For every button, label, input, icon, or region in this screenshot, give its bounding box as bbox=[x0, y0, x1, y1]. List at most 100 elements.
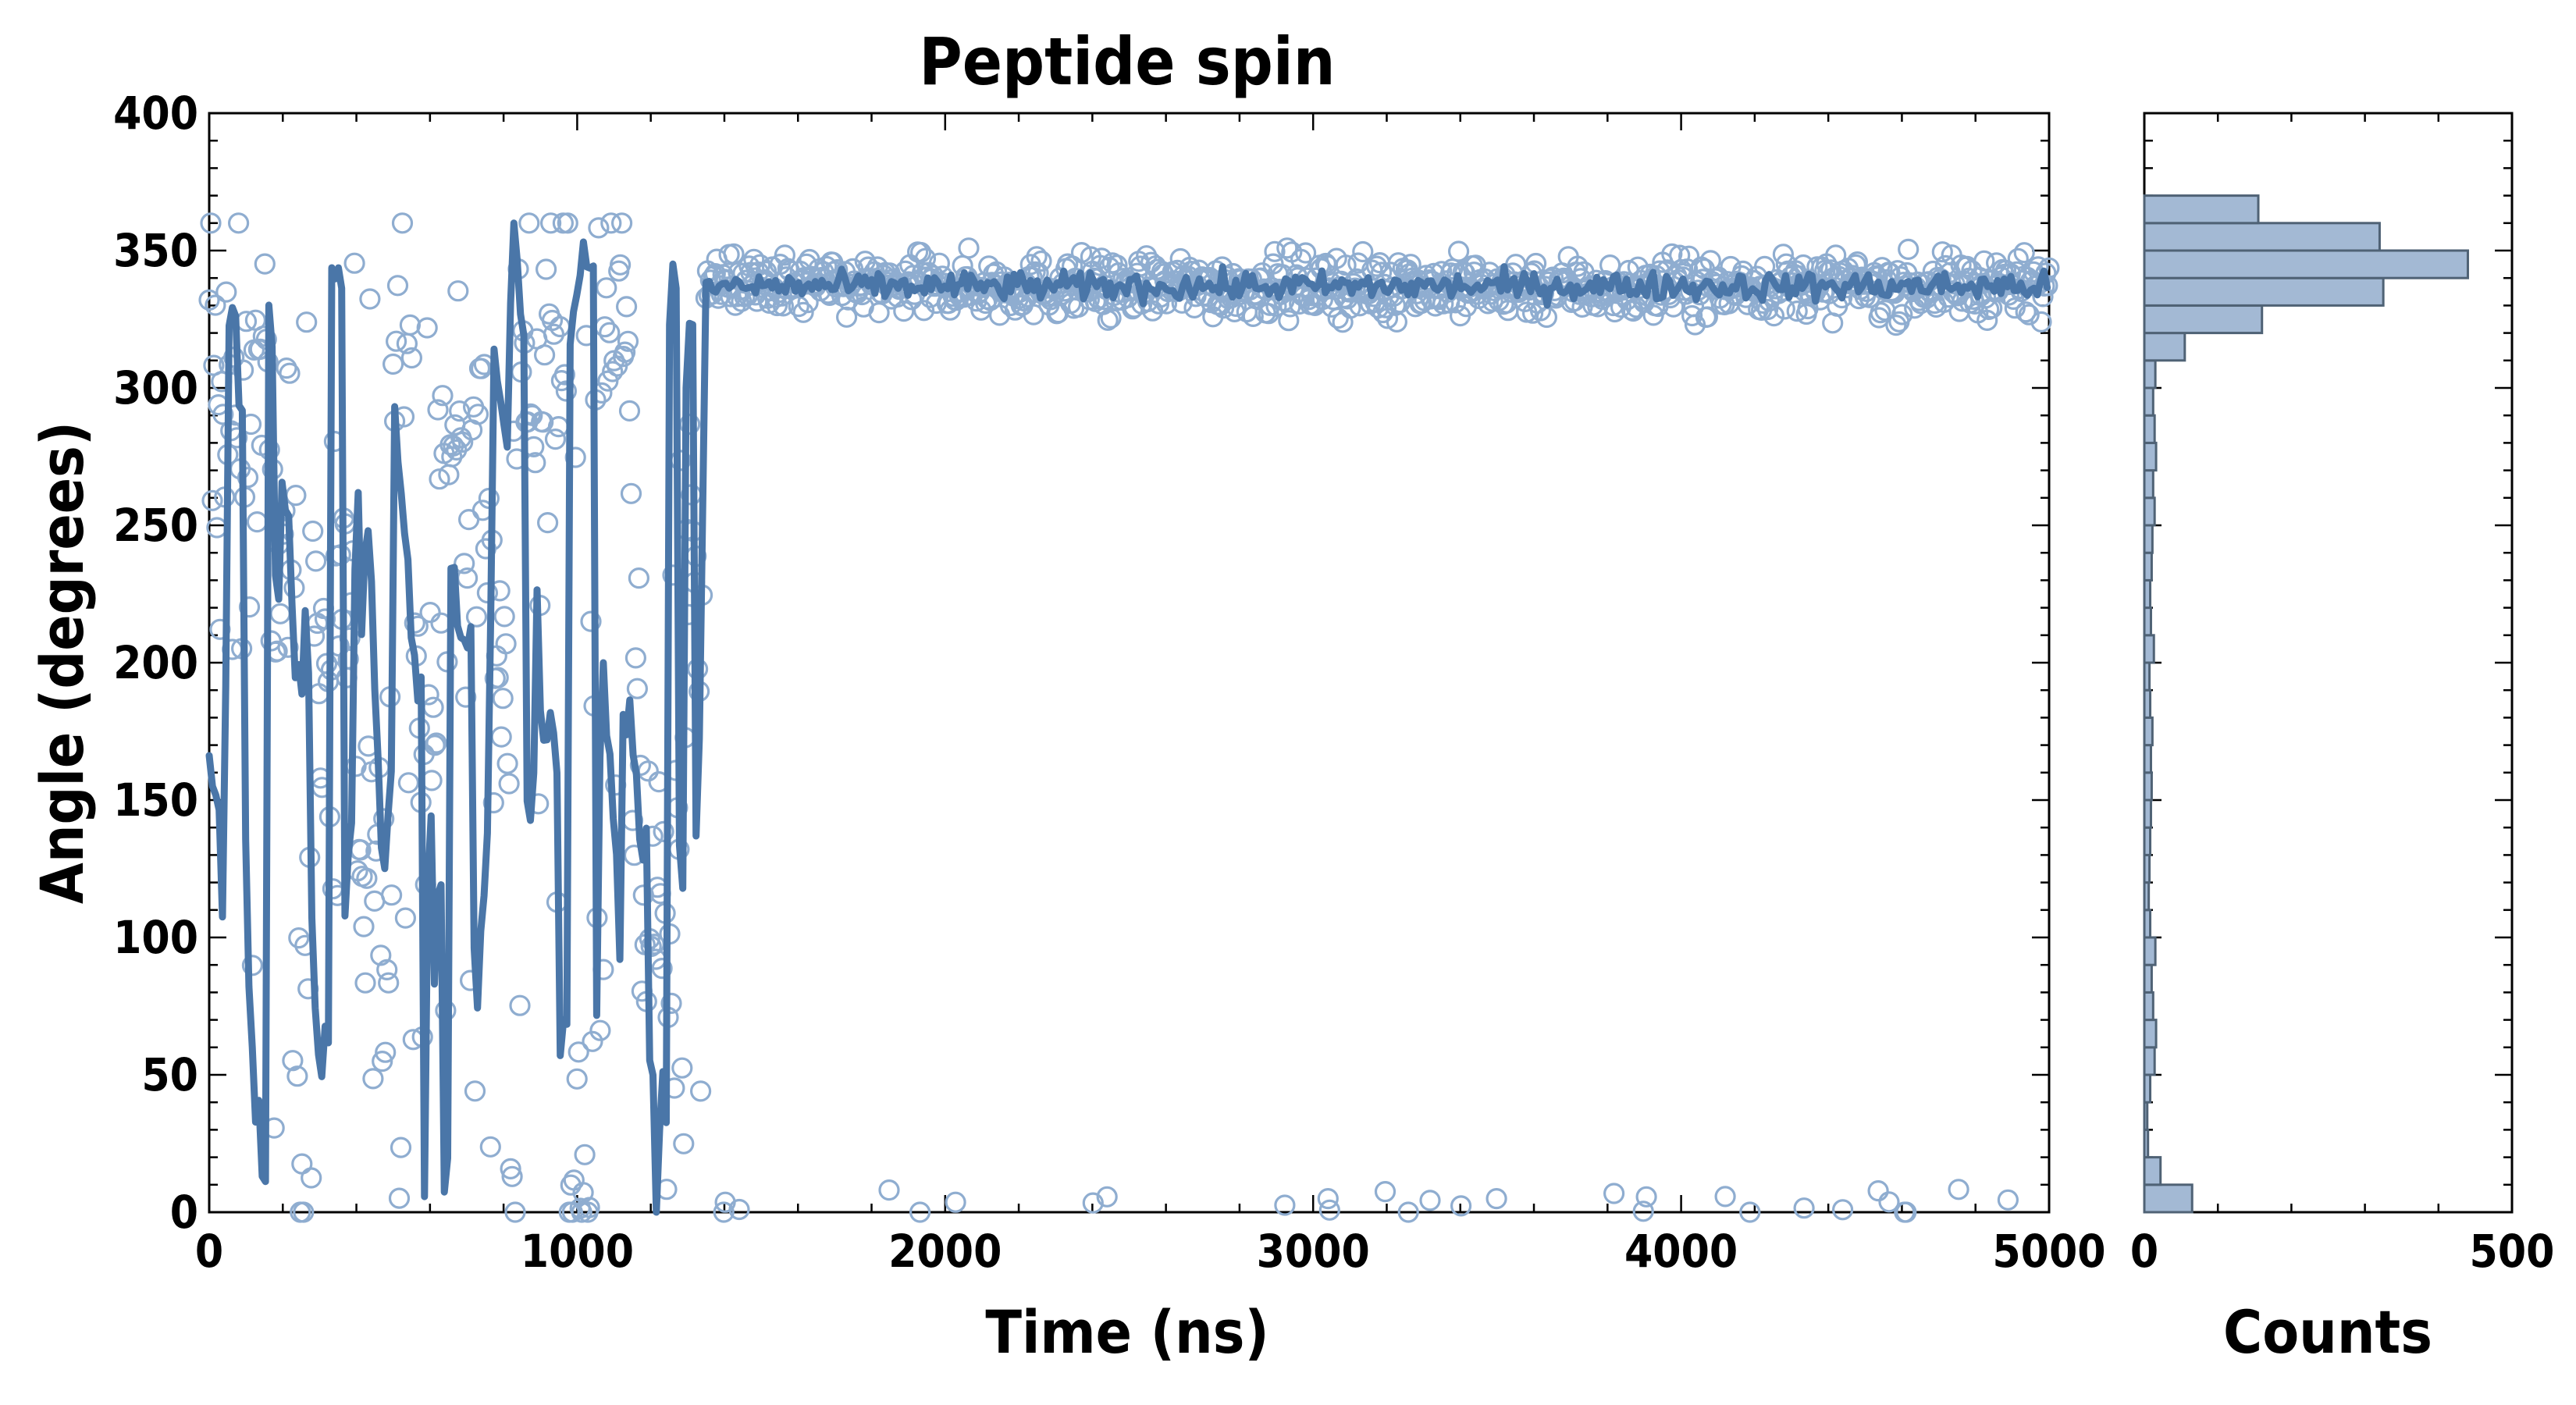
scatter-point bbox=[1997, 1189, 2019, 1211]
histogram-x-axis-label: Counts bbox=[2223, 1297, 2432, 1367]
scatter-point bbox=[2032, 286, 2054, 308]
scatter-point bbox=[536, 511, 559, 534]
scatter-point bbox=[370, 944, 392, 966]
scatter-point bbox=[1567, 255, 1589, 277]
y-tick-label: 250 bbox=[113, 499, 198, 552]
scatter-point bbox=[566, 1068, 588, 1090]
scatter-point bbox=[276, 357, 297, 379]
scatter-point bbox=[599, 322, 621, 343]
scatter-point bbox=[1026, 246, 1048, 268]
scatter-point bbox=[893, 301, 915, 322]
scatter-point bbox=[375, 1041, 397, 1063]
scatter-point bbox=[2018, 304, 2040, 325]
scatter-point bbox=[500, 1158, 521, 1180]
scatter-point bbox=[772, 295, 795, 317]
scatter-point bbox=[617, 330, 639, 352]
scatter-point bbox=[660, 992, 682, 1015]
scatter-point bbox=[1948, 1179, 1969, 1200]
scatter-point bbox=[615, 296, 638, 318]
scatter-point bbox=[1397, 1201, 1419, 1223]
y-tick-label: 150 bbox=[113, 774, 198, 827]
histogram-bar bbox=[2143, 222, 2381, 252]
histogram-bar bbox=[2143, 1073, 2152, 1104]
x-tick-label: 3000 bbox=[1257, 1225, 1370, 1278]
scatter-point bbox=[1096, 1186, 1118, 1208]
scatter-point bbox=[553, 364, 576, 386]
histogram-bar bbox=[2143, 744, 2152, 774]
scatter-point bbox=[381, 884, 403, 906]
scatter-point bbox=[496, 752, 518, 774]
scatter-point bbox=[1097, 309, 1119, 331]
scatter-point bbox=[388, 1187, 411, 1209]
histogram-bar bbox=[2143, 826, 2152, 856]
scatter-point bbox=[482, 791, 504, 814]
histogram-bar bbox=[2143, 991, 2154, 1022]
scatter-point bbox=[1290, 248, 1312, 270]
scatter-point bbox=[198, 289, 220, 311]
scatter-point bbox=[589, 1019, 611, 1041]
scatter-point bbox=[238, 596, 261, 618]
x-tick-label: 0 bbox=[195, 1225, 223, 1278]
scatter-point bbox=[1318, 1199, 1340, 1221]
scatter-point bbox=[1070, 242, 1093, 264]
scatter-point bbox=[1891, 304, 1913, 325]
scatter-point bbox=[296, 311, 318, 333]
scatter-point bbox=[455, 686, 477, 708]
scatter-point bbox=[544, 428, 567, 450]
scatter-point bbox=[795, 253, 817, 275]
histogram-bar bbox=[2143, 634, 2155, 664]
scatter-point bbox=[1352, 240, 1374, 263]
scatter-point bbox=[1867, 1179, 1889, 1202]
histogram-bar bbox=[2143, 276, 2385, 307]
scatter-point bbox=[535, 258, 557, 280]
scatter-point bbox=[200, 212, 222, 234]
scatter-point bbox=[305, 550, 327, 572]
y-tick-label: 300 bbox=[113, 361, 198, 414]
scatter-point bbox=[457, 508, 480, 531]
histogram-bar bbox=[2143, 1046, 2156, 1076]
scatter-point bbox=[1327, 308, 1349, 329]
histogram-bar bbox=[2143, 881, 2151, 912]
scatter-point bbox=[1089, 254, 1111, 276]
scatter-point bbox=[301, 1167, 322, 1189]
scatter-point bbox=[493, 606, 515, 628]
scatter-point bbox=[359, 288, 381, 310]
scatter-point bbox=[532, 411, 554, 433]
scatter-point bbox=[233, 359, 254, 381]
scatter-point bbox=[618, 400, 641, 422]
scatter-point bbox=[1366, 255, 1388, 277]
scatter-point bbox=[555, 380, 578, 402]
scatter-point bbox=[1739, 1201, 1761, 1223]
histogram-bars bbox=[2143, 194, 2469, 1214]
scatter-point bbox=[578, 1197, 600, 1218]
scatter-point bbox=[1973, 250, 1995, 272]
scatter-point bbox=[314, 608, 336, 630]
scatter-point bbox=[580, 610, 602, 632]
scatter-point bbox=[610, 212, 633, 234]
scatter-point bbox=[518, 212, 540, 234]
scatter-point bbox=[2013, 242, 2035, 264]
scatter-point bbox=[509, 994, 531, 1016]
scatter-point bbox=[766, 294, 788, 317]
scatter-point bbox=[620, 482, 642, 504]
scatter-point bbox=[2030, 311, 2052, 333]
scatter-point bbox=[1450, 1195, 1472, 1217]
y-tick-label: 100 bbox=[113, 911, 198, 964]
scatter-point bbox=[492, 688, 514, 710]
scatter-point bbox=[2038, 257, 2060, 279]
scatter-point bbox=[1335, 254, 1357, 276]
scatter-point bbox=[279, 362, 301, 384]
scatter-point bbox=[1258, 303, 1279, 325]
scatter-point bbox=[1811, 256, 1833, 278]
running-average-path bbox=[205, 219, 2051, 1216]
histogram-bar bbox=[2143, 578, 2152, 610]
scatter-point bbox=[400, 347, 423, 369]
x-tick-label: 4000 bbox=[1624, 1225, 1738, 1278]
scatter-point bbox=[588, 217, 610, 239]
scatter-point bbox=[1976, 309, 1998, 331]
histogram-bar bbox=[2143, 469, 2154, 500]
scatter-point bbox=[293, 1201, 315, 1223]
scatter-point bbox=[614, 341, 636, 363]
scatter-point bbox=[539, 212, 562, 234]
